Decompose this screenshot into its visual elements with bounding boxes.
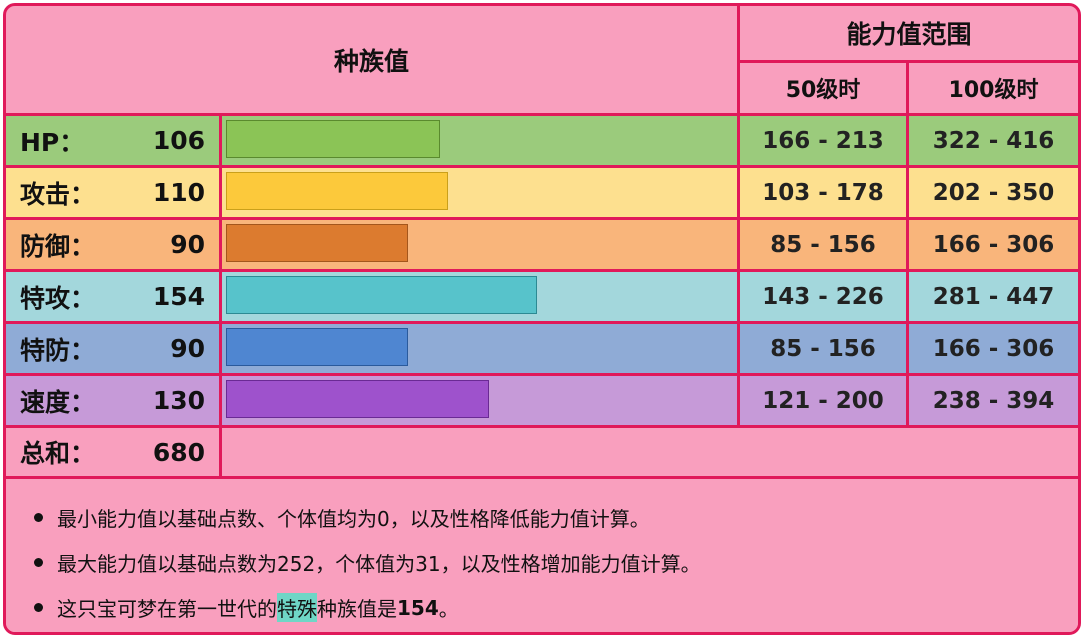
total-value: 680: [152, 437, 205, 467]
special-link[interactable]: 特殊: [277, 593, 317, 622]
stat-value: 110: [152, 178, 205, 207]
note-prefix: 这只宝可梦在第一世代的: [57, 597, 277, 621]
bullet-icon: [34, 558, 43, 567]
notes-section: 最小能力值以基础点数、个体值均为0，以及性格降低能力值计算。 最大能力值以基础点…: [6, 479, 1078, 632]
stat-name: 速度：: [20, 387, 96, 417]
stat-name: HP：: [20, 127, 85, 157]
stat-label-cell: 攻击： 110: [6, 168, 219, 217]
lv50-header: 50级时: [740, 63, 906, 113]
lv100-range: 166 - 306: [909, 324, 1078, 373]
stat-bar-cell: [222, 116, 737, 165]
stat-value: 106: [152, 126, 205, 155]
stat-label-cell: 特攻： 154: [6, 272, 219, 321]
stat-bar-cell: [222, 376, 737, 425]
lv100-header: 100级时: [909, 63, 1078, 113]
note-item: 这只宝可梦在第一世代的 特殊 种族值是 154。: [34, 593, 459, 622]
total-name: 总和：: [20, 439, 96, 468]
range-header: 能力值范围: [740, 6, 1078, 60]
stat-bar: [226, 224, 408, 262]
base-stats-table: 种族值 能力值范围 50级时 100级时 HP： 106 166 - 213 322 - 41…: [3, 3, 1081, 635]
stat-bar: [226, 172, 448, 210]
base-stats-header: 种族值: [6, 6, 737, 113]
note-suffix: 种族值是: [317, 597, 397, 621]
lv50-range: 85 - 156: [740, 324, 906, 373]
total-empty-cell: [222, 428, 1078, 476]
note-item: 最小能力值以基础点数、个体值均为0，以及性格降低能力值计算。: [34, 503, 650, 532]
note-text: 最大能力值以基础点数为252，个体值为31，以及性格增加能力值计算。: [57, 552, 701, 576]
stat-bar-cell: [222, 168, 737, 217]
stat-name: 特攻：: [20, 283, 96, 313]
lv100-range: 238 - 394: [909, 376, 1078, 425]
stat-value: 90: [170, 334, 205, 363]
lv50-range: 121 - 200: [740, 376, 906, 425]
lv50-range: 103 - 178: [740, 168, 906, 217]
total-label-cell: 总和： 680: [6, 428, 219, 476]
stat-value: 90: [170, 230, 205, 259]
stat-name: 攻击：: [20, 179, 96, 209]
stat-name: 特防：: [20, 335, 96, 365]
note-text: 最小能力值以基础点数、个体值均为0，以及性格降低能力值计算。: [57, 507, 650, 531]
stat-bar: [226, 276, 537, 314]
note-bold-value: 154: [397, 595, 439, 620]
note-item: 最大能力值以基础点数为252，个体值为31，以及性格增加能力值计算。: [34, 548, 701, 577]
lv100-range: 281 - 447: [909, 272, 1078, 321]
stat-bar-cell: [222, 324, 737, 373]
note-end: 。: [438, 597, 459, 621]
lv50-range: 166 - 213: [740, 116, 906, 165]
bullet-icon: [34, 513, 43, 522]
stat-bar: [226, 380, 489, 418]
stat-label-cell: 防御： 90: [6, 220, 219, 269]
bullet-icon: [34, 603, 43, 612]
lv50-range: 85 - 156: [740, 220, 906, 269]
stat-bar: [226, 328, 408, 366]
stat-name: 防御：: [20, 231, 96, 261]
stat-bar-cell: [222, 220, 737, 269]
stat-label-cell: HP： 106: [6, 116, 219, 165]
lv100-range: 202 - 350: [909, 168, 1078, 217]
lv50-range: 143 - 226: [740, 272, 906, 321]
stat-value: 154: [152, 282, 205, 311]
stat-bar: [226, 120, 440, 158]
lv100-range: 166 - 306: [909, 220, 1078, 269]
lv100-range: 322 - 416: [909, 116, 1078, 165]
stat-label-cell: 特防： 90: [6, 324, 219, 373]
stat-label-cell: 速度： 130: [6, 376, 219, 425]
stat-bar-cell: [222, 272, 737, 321]
stat-value: 130: [152, 386, 205, 415]
